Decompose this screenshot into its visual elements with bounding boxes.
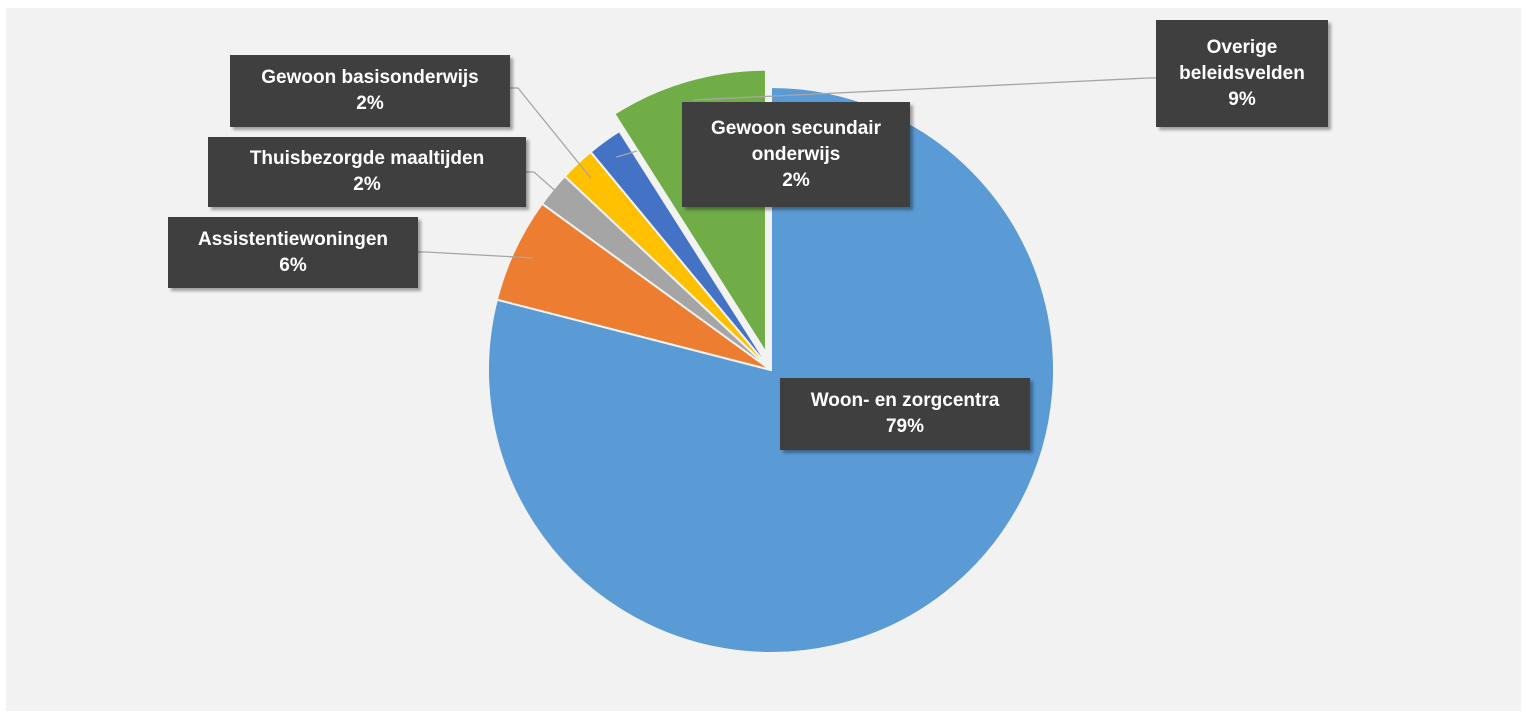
leader-line — [526, 171, 569, 203]
data-label: Gewoon basisonderwijs 2% — [230, 55, 510, 127]
leader-line — [418, 251, 533, 259]
label-category: Thuisbezorgde maaltijden — [249, 148, 485, 169]
label-value: 6% — [279, 254, 307, 276]
chart-area: Woon- en zorgcentra 79% Assistentiewoninge… — [6, 8, 1521, 711]
label-category: Assistentiewoningen — [197, 228, 389, 250]
label-category: Gewoon basisonderwijs — [261, 67, 479, 88]
data-label: Thuisbezorgde maaltijden 2% — [208, 137, 526, 207]
label-value: 2% — [356, 93, 384, 114]
pie-slice — [589, 129, 772, 371]
chart — [418, 68, 1156, 654]
leader-line — [692, 77, 1156, 101]
label-value: 9% — [1228, 88, 1256, 110]
label-category: Gewoon secundair onderwijs — [711, 117, 881, 165]
label-value: 2% — [353, 174, 381, 195]
label-category: Woon- en zorgcentra — [810, 390, 1000, 411]
data-label: Assistentiewoningen 6% — [168, 217, 418, 288]
data-label: Gewoon secundair onderwijs 2% — [682, 102, 910, 207]
data-label: Overige beleidsvelden 9% — [1156, 20, 1328, 127]
leader-line — [510, 87, 592, 179]
label-category: Overige beleidsvelden — [1179, 36, 1305, 84]
label-value: 79% — [885, 416, 925, 437]
data-label: Woon- en zorgcentra 79% — [780, 378, 1030, 450]
label-value: 2% — [782, 169, 810, 191]
